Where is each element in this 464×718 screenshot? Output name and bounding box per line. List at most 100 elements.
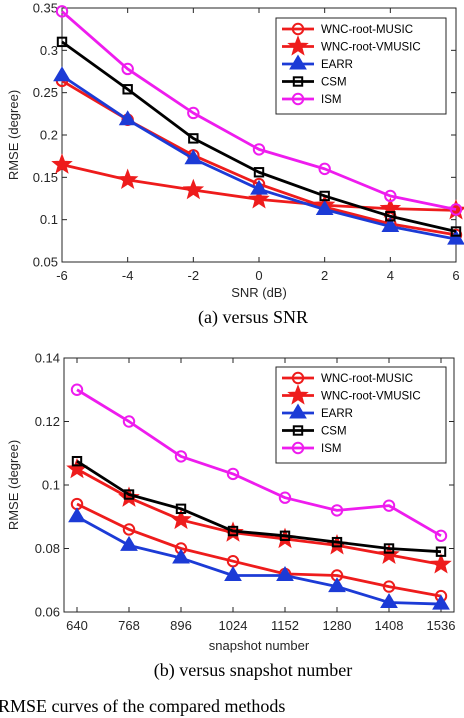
series-csm <box>71 455 447 557</box>
y-tick-label: 0.12 <box>35 414 60 429</box>
x-tick-label: -4 <box>122 268 134 283</box>
data-point-star <box>170 508 192 530</box>
x-axis-label: snapshot number <box>209 638 310 653</box>
y-tick-label: 0.15 <box>33 170 58 185</box>
legend-marker-circle <box>291 371 305 385</box>
data-point-triangle <box>184 149 203 165</box>
legend: WNC-root-MUSIC WNC-root-VMUSIC EARR CSM ISM <box>275 17 447 115</box>
data-point-triangle <box>68 507 86 523</box>
x-tick-label: 896 <box>170 618 192 633</box>
legend-marker-square <box>292 425 304 436</box>
legend-marker-circle <box>291 92 305 106</box>
y-tick-label: 0.25 <box>33 85 58 100</box>
data-point-triangle <box>172 548 190 564</box>
x-tick-label: -6 <box>56 268 68 283</box>
y-tick-label: 0.05 <box>33 255 58 270</box>
data-point-square <box>253 167 265 178</box>
series-ism <box>55 5 463 216</box>
legend-marker-circle <box>291 441 305 455</box>
data-point-triangle <box>447 229 464 245</box>
series-wnc-root-music <box>70 497 448 603</box>
data-point-triangle <box>118 110 137 126</box>
data-point-circle <box>174 450 188 463</box>
legend: WNC-root-MUSIC WNC-root-VMUSIC EARR CSM ISM <box>275 366 447 464</box>
series-earr <box>68 507 450 610</box>
data-point-triangle <box>380 593 398 608</box>
legend-label: CSM <box>321 426 347 438</box>
series-line <box>76 502 442 598</box>
legend-label: EARR <box>321 408 353 420</box>
series-line <box>61 40 457 233</box>
legend-label: WNC-root-VMUSIC <box>321 391 421 403</box>
data-point-star <box>248 188 270 209</box>
series-ism <box>70 383 448 542</box>
data-point-triangle <box>315 200 334 216</box>
data-point-triangle <box>53 66 71 82</box>
legend-label: WNC-root-VMUSIC <box>321 42 421 54</box>
x-tick-label: 1152 <box>271 618 299 633</box>
data-point-star <box>182 178 205 200</box>
legend-item-wnc-root-vmusic: WNC-root-VMUSIC <box>282 35 421 56</box>
data-point-square <box>56 36 68 48</box>
x-tick-label: 6 <box>452 268 459 283</box>
y-tick-label: 0.1 <box>40 212 58 227</box>
data-point-square <box>383 543 395 554</box>
data-point-square <box>435 546 447 557</box>
legend-item-ism: ISM <box>282 441 341 455</box>
series-line <box>76 467 442 566</box>
data-point-circle <box>318 162 331 176</box>
data-point-circle <box>382 499 396 512</box>
legend-item-csm: CSM <box>282 425 347 438</box>
chart-versus-snr: 0.05 0.1 0.15 0.2 0.25 0.3 0.35 -6 -4 -2 0 2 4 6 SNR (… <box>6 1 464 328</box>
legend-marker-triangle <box>289 403 307 419</box>
data-point-square <box>123 489 135 500</box>
y-tick-label: 0.06 <box>35 605 60 620</box>
x-tick-label: 640 <box>66 618 88 633</box>
data-point-square <box>331 536 343 548</box>
legend-item-wnc-root-music: WNC-root-MUSIC <box>282 22 413 36</box>
data-point-star <box>51 153 73 174</box>
legend-marker-star <box>287 384 309 405</box>
data-point-square <box>279 530 291 541</box>
data-point-circle <box>252 143 266 156</box>
y-axis-label: RMSE (degree) <box>6 90 21 180</box>
y-axis-label: RMSE (degree) <box>6 440 21 530</box>
data-point-circle <box>70 383 84 396</box>
x-tick-label: 768 <box>118 618 140 633</box>
legend-label: ISM <box>321 94 341 106</box>
data-point-square <box>319 190 330 202</box>
data-point-circle <box>122 415 136 428</box>
legend-marker-triangle <box>289 54 307 70</box>
data-point-square <box>385 211 396 222</box>
legend-label: WNC-root-MUSIC <box>321 373 413 385</box>
data-point-triangle <box>250 179 268 195</box>
subplot-caption: (a) versus SNR <box>198 307 308 328</box>
data-point-circle <box>121 62 134 76</box>
series-wnc-root-vmusic <box>51 153 464 220</box>
y-tick-label: 0.08 <box>35 541 60 556</box>
data-point-star <box>378 543 400 565</box>
legend-label: WNC-root-MUSIC <box>321 24 413 36</box>
data-point-circle <box>384 189 397 203</box>
y-tick-label: 0.3 <box>40 43 58 58</box>
x-tick-label: -2 <box>188 268 200 283</box>
data-point-triangle <box>224 566 242 581</box>
data-point-circle <box>122 523 136 536</box>
data-point-square <box>175 503 187 515</box>
data-point-triangle <box>328 577 346 593</box>
data-point-square <box>188 133 199 144</box>
data-point-square <box>227 525 239 537</box>
data-point-circle <box>449 203 463 216</box>
series-line <box>76 515 442 606</box>
data-point-circle <box>434 529 448 542</box>
y-tick-label: 0.14 <box>35 351 60 366</box>
legend-item-earr: EARR <box>282 54 353 71</box>
series-csm <box>56 36 462 237</box>
data-point-triangle <box>381 216 400 232</box>
x-tick-label: 1024 <box>219 618 248 633</box>
data-point-square <box>450 226 462 237</box>
x-tick-label: 1408 <box>375 618 404 633</box>
legend-marker-circle <box>291 22 305 36</box>
x-tick-label: 1536 <box>427 618 456 633</box>
legend-item-csm: CSM <box>282 76 347 89</box>
